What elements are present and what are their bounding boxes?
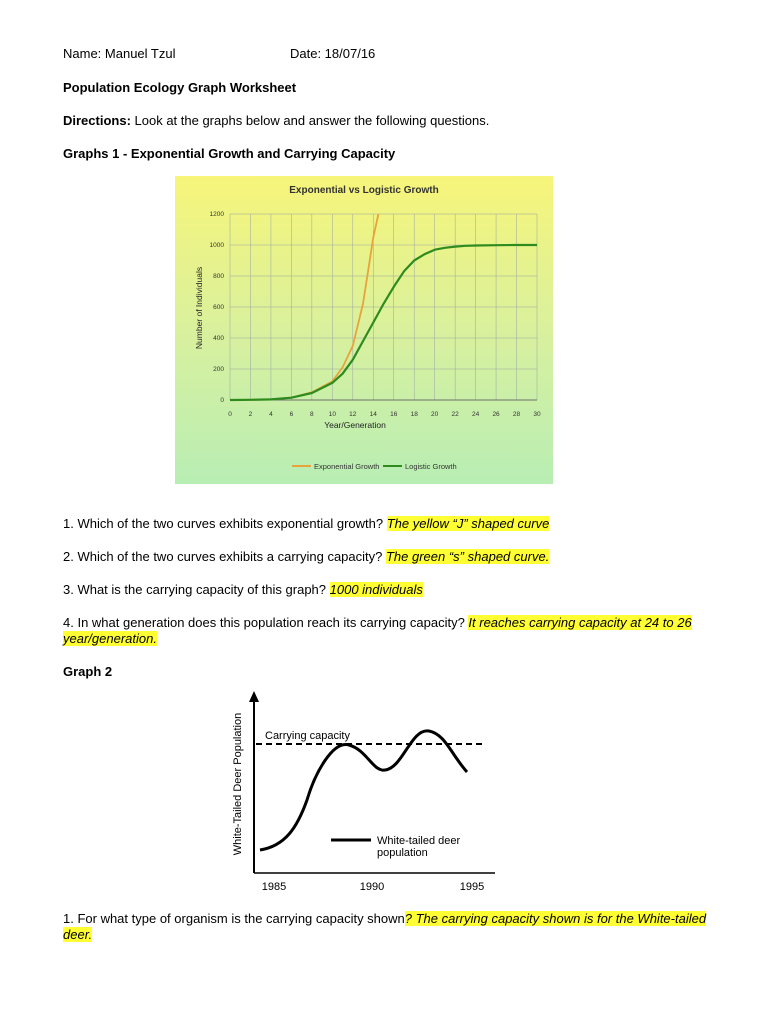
worksheet-date: Date: 18/07/16 (290, 46, 376, 61)
question-text: 3. What is the carrying capacity of this… (63, 582, 330, 597)
x-tick-label: 8 (310, 411, 314, 418)
y-tick-label: 0 (220, 397, 224, 404)
y-tick-label: 600 (213, 304, 224, 311)
chart-title: Exponential vs Logistic Growth (289, 185, 438, 196)
question-1-3: 3. What is the carrying capacity of this… (63, 582, 713, 598)
x-tick-label: 12 (349, 411, 357, 418)
x-tick-label: 26 (492, 411, 500, 418)
x-tick-label: 18 (411, 411, 419, 418)
section1-title: Graphs 1 - Exponential Growth and Carryi… (63, 146, 396, 161)
x-tick-label: 0 (228, 411, 232, 418)
answer-text: The yellow “J” shaped curve (386, 516, 550, 531)
answer-text: The green “s” shaped curve. (385, 549, 550, 564)
student-name: Name: Manuel Tzul (63, 46, 176, 61)
y-tick-label: 400 (213, 335, 224, 342)
y-tick-label: 1000 (210, 242, 225, 249)
y-axis-label: Number of Individuals (194, 267, 204, 349)
x-tick-label: 2 (249, 411, 253, 418)
deer-population-chart: White-Tailed Deer Population Carrying ca… (232, 691, 495, 893)
x-tick-label-1990: 1990 (360, 881, 384, 893)
question-text: 2. Which of the two curves exhibits a ca… (63, 549, 386, 564)
answer-text: 1000 individuals (329, 582, 423, 597)
question-text: 1. For what type of organism is the carr… (63, 911, 405, 926)
x-tick-label: 30 (533, 411, 541, 418)
x-tick-label-1995: 1995 (460, 881, 484, 893)
x-tick-label: 20 (431, 411, 439, 418)
question-text: 4. In what generation does this populati… (63, 615, 469, 630)
carrying-capacity-label: Carrying capacity (265, 730, 350, 742)
x-tick-label: 22 (452, 411, 460, 418)
chart-background (175, 176, 553, 484)
x-tick-label: 24 (472, 411, 480, 418)
directions: Directions: Look at the graphs below and… (63, 113, 489, 128)
y-axis-arrow (249, 691, 259, 702)
y-tick-label: 800 (213, 273, 224, 280)
y-tick-label: 200 (213, 366, 224, 373)
question-1-1: 1. Which of the two curves exhibits expo… (63, 516, 713, 532)
legend-label-exponential: Exponential Growth (314, 462, 379, 471)
question-2-1: 1. For what type of organism is the carr… (63, 911, 713, 943)
question-1-2: 2. Which of the two curves exhibits a ca… (63, 549, 713, 565)
worksheet-title: Population Ecology Graph Worksheet (63, 80, 297, 95)
question-text: 1. Which of the two curves exhibits expo… (63, 516, 387, 531)
directions-text: Look at the graphs below and answer the … (130, 113, 490, 128)
exponential-logistic-chart: Exponential vs Logistic Growth 0 2 4 6 8 10 12… (175, 176, 553, 484)
x-tick-label: 4 (269, 411, 273, 418)
x-tick-label-1985: 1985 (262, 881, 286, 893)
x-tick-label: 6 (290, 411, 294, 418)
x-tick-label: 28 (513, 411, 521, 418)
y-axis-label: White-Tailed Deer Population (232, 713, 244, 855)
section2-title: Graph 2 (63, 664, 113, 679)
legend-label-logistic: Logistic Growth (405, 462, 457, 471)
logistic-growth-line (229, 243, 537, 402)
deer-population-curve (259, 729, 469, 852)
legend: Exponential Growth Logistic Growth (292, 462, 457, 471)
legend-label-line1: White-tailed deer (377, 835, 460, 847)
legend-label-line2: population (377, 847, 428, 859)
question-1-4: 4. In what generation does this populati… (63, 615, 713, 647)
x-tick-label: 10 (329, 411, 337, 418)
directions-label: Directions: (63, 113, 131, 128)
y-tick-label: 1200 (210, 211, 225, 218)
x-tick-label: 14 (370, 411, 378, 418)
x-tick-label: 16 (390, 411, 398, 418)
x-axis-label: Year/Generation (324, 420, 386, 430)
